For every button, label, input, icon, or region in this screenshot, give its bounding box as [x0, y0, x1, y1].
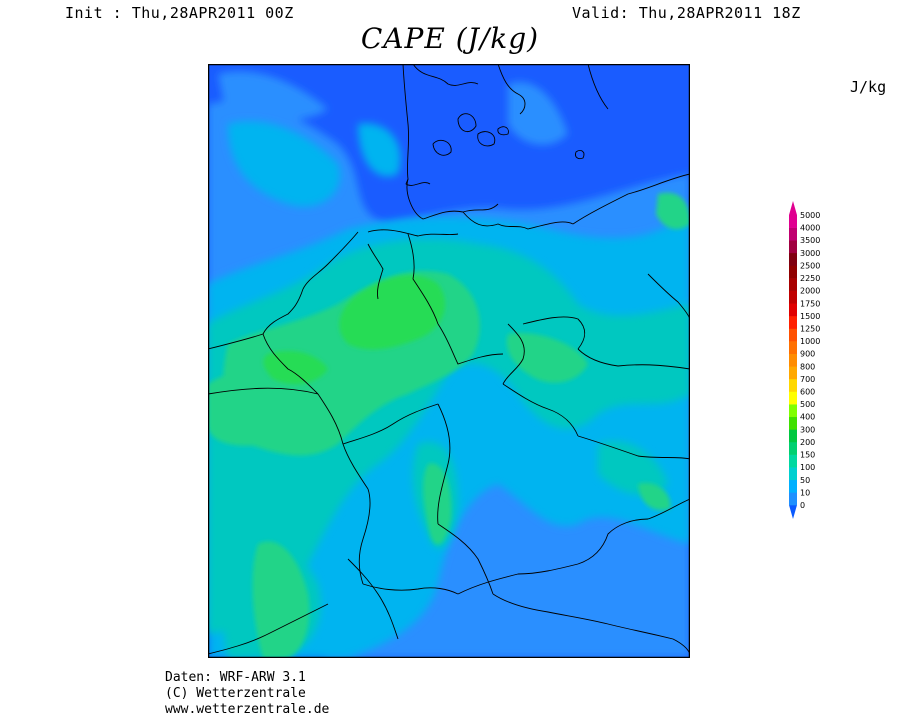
credits: Daten: WRF-ARW 3.1 (C) Wetterzentrale ww…	[165, 670, 329, 718]
legend-tick-label: 0	[800, 501, 805, 510]
legend-swatch	[789, 378, 797, 392]
legend-arrow-high	[789, 201, 797, 215]
legend-tick-label: 4000	[800, 224, 820, 233]
legend-swatch	[789, 416, 797, 430]
legend-tick-label: 5000	[800, 211, 820, 220]
credits-website: www.wetterzentrale.de	[165, 702, 330, 717]
map-frame	[208, 64, 690, 658]
legend-tick-label: 300	[800, 425, 815, 434]
legend-swatch	[789, 454, 797, 468]
cape-map	[208, 64, 690, 658]
legend-swatch	[789, 227, 797, 241]
legend-swatch	[789, 429, 797, 443]
legend-tick-label: 3000	[800, 249, 820, 258]
legend-tick-label: 500	[800, 400, 815, 409]
legend-tick-label: 1750	[800, 299, 820, 308]
legend-swatch	[789, 265, 797, 279]
init-time-label: Init : Thu,28APR2011 00Z	[65, 4, 294, 22]
legend-tick-label: 200	[800, 438, 815, 447]
legend-tick-label: 900	[800, 350, 815, 359]
legend-swatch	[789, 467, 797, 481]
legend-swatch	[789, 391, 797, 405]
legend-tick-label: 2000	[800, 287, 820, 296]
legend-swatch	[789, 215, 797, 228]
legend-swatch	[789, 315, 797, 329]
legend-swatch	[789, 341, 797, 354]
legend-tick-label: 600	[800, 388, 815, 397]
legend-swatch	[789, 353, 797, 367]
legend-swatch	[789, 240, 797, 254]
legend-tick-label: 700	[800, 375, 815, 384]
legend-swatch	[789, 404, 797, 418]
legend-swatch	[789, 252, 797, 266]
legend-tick-label: 1000	[800, 337, 820, 346]
credits-copyright: (C) Wetterzentrale	[165, 686, 306, 701]
legend-tick-label: 100	[800, 463, 815, 472]
legend-unit-label: J/kg	[850, 78, 887, 96]
legend-swatch	[789, 441, 797, 455]
map-title: CAPE (J/kg)	[360, 22, 540, 55]
coastlines-and-borders	[208, 64, 690, 655]
legend-swatch	[789, 278, 797, 291]
legend-tick-label: 50	[800, 476, 810, 485]
credits-model: Daten: WRF-ARW 3.1	[165, 670, 306, 685]
legend-tick-label: 1500	[800, 312, 820, 321]
legend-tick-label: 10	[800, 488, 810, 497]
legend-arrow-low	[789, 505, 797, 519]
legend-tick-label: 2250	[800, 274, 820, 283]
cape-field-bright	[263, 275, 446, 385]
legend-tick-label: 400	[800, 413, 815, 422]
legend-tick-label: 150	[800, 451, 815, 460]
legend-swatch	[789, 492, 797, 506]
legend-tick-label: 1250	[800, 324, 820, 333]
legend-tick-label: 800	[800, 362, 815, 371]
valid-time-label: Valid: Thu,28APR2011 18Z	[572, 4, 801, 22]
legend-swatch	[789, 328, 797, 342]
legend-tick-label: 3500	[800, 236, 820, 245]
legend-swatch	[789, 303, 797, 317]
legend-swatch	[789, 290, 797, 304]
legend-tick-label: 2500	[800, 261, 820, 270]
legend-swatch	[789, 366, 797, 380]
legend-swatch	[789, 479, 797, 493]
